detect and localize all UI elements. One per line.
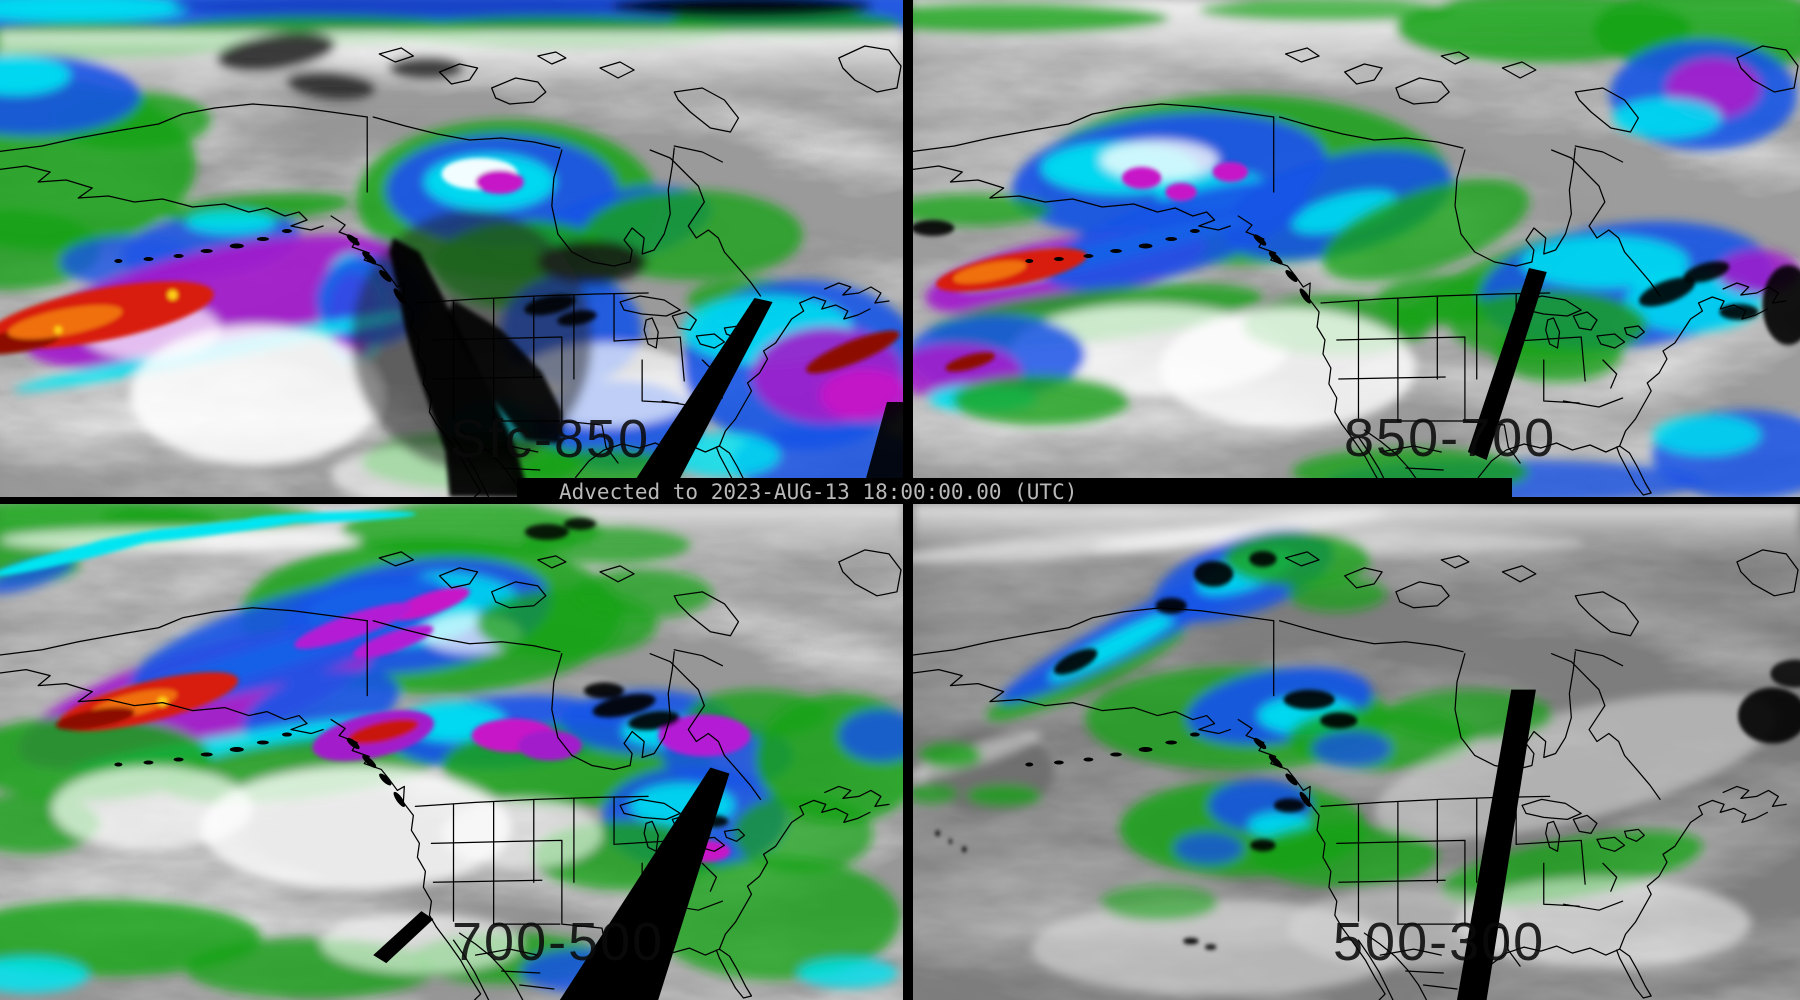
panel-map-700-500 [0, 504, 903, 1000]
moisture-imagery-500-300 [913, 504, 1800, 1000]
moisture-imagery-850-700 [913, 0, 1800, 497]
timestamp-text: Advected to 2023-AUG-13 18:00:00.00 (UTC… [559, 480, 1078, 504]
panel-map-sfc-850 [0, 0, 903, 497]
panel-map-500-300 [913, 504, 1800, 1000]
panel-label-500-300: 500-300 [1333, 912, 1546, 972]
timestamp-bar: Advected to 2023-AUG-13 18:00:00.00 (UTC… [517, 478, 1512, 504]
panel-label-850-700: 850-700 [1344, 408, 1557, 468]
moisture-imagery-700-500 [0, 504, 903, 1000]
panel-label-sfc-850: Sfc-850 [450, 409, 651, 469]
moisture-imagery-sfc-850 [0, 0, 903, 497]
panel-label-700-500: 700-500 [452, 912, 665, 972]
panel-map-850-700 [913, 0, 1800, 497]
